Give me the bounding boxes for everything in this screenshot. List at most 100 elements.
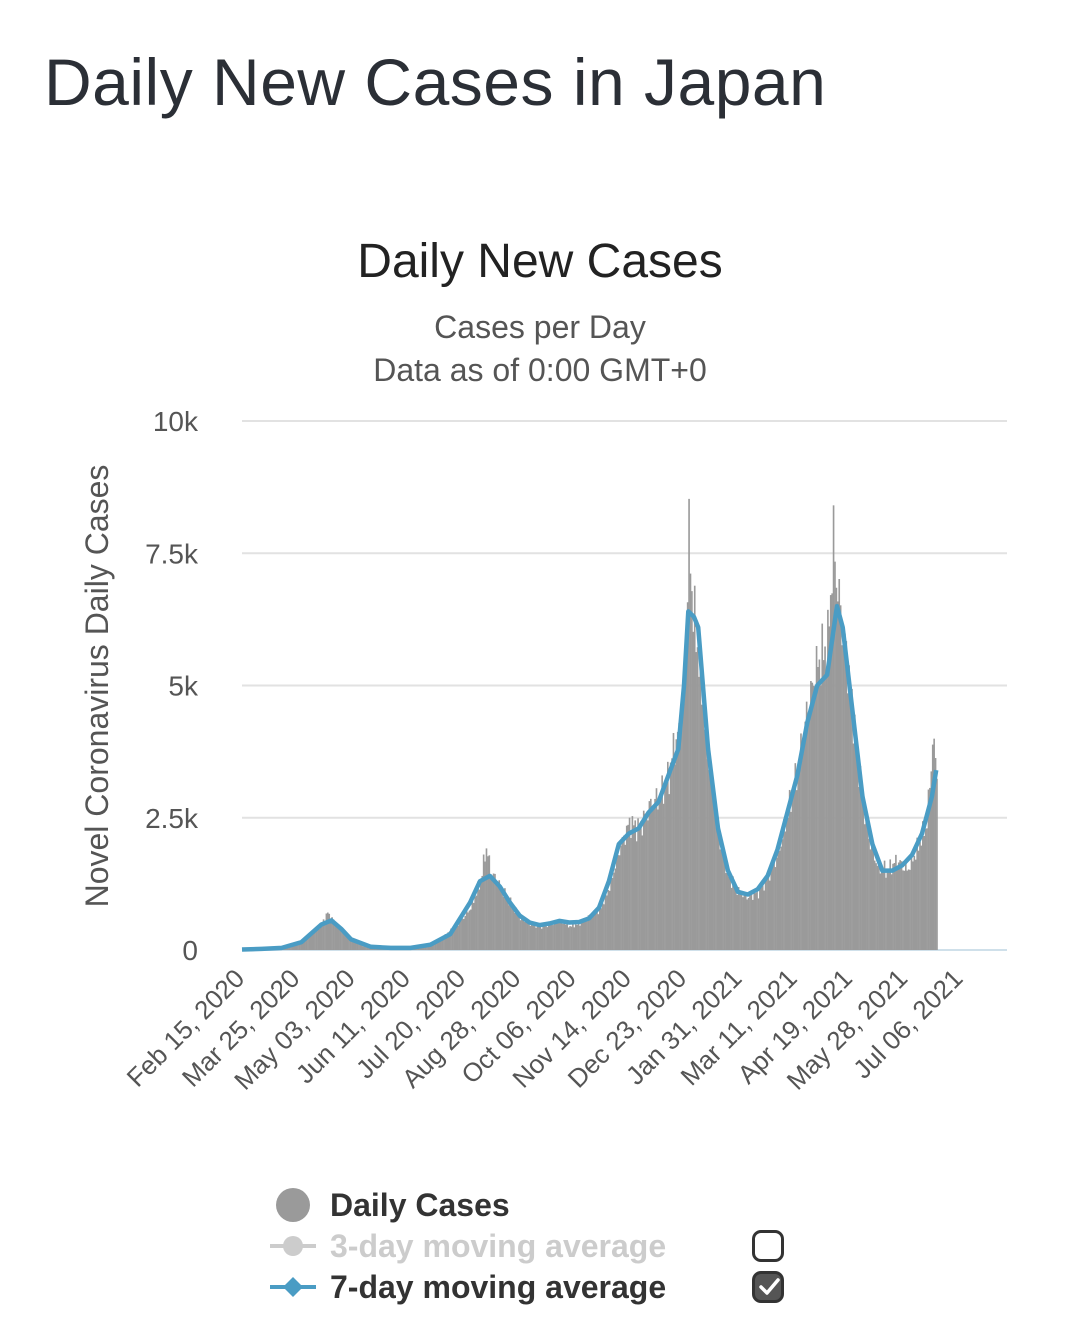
daily-case-bar	[914, 859, 917, 950]
daily-case-bar	[912, 861, 914, 950]
daily-case-bar	[678, 722, 680, 950]
daily-case-bar	[529, 925, 532, 950]
daily-case-bar	[862, 795, 865, 950]
daily-case-bar	[570, 926, 573, 950]
daily-case-bar	[314, 929, 316, 950]
3day-average-checkbox[interactable]	[752, 1230, 784, 1262]
daily-case-bar	[637, 818, 639, 950]
daily-case-bar	[842, 629, 845, 950]
daily-case-bar	[351, 940, 353, 950]
daily-case-bar	[290, 945, 292, 950]
legend-label-7day-average: 7-day moving average	[330, 1269, 667, 1305]
daily-case-bar	[611, 877, 614, 950]
daily-case-bar	[472, 902, 475, 950]
daily-case-bar	[305, 937, 308, 950]
daily-case-bar	[905, 863, 907, 950]
daily-case-bar	[477, 881, 479, 950]
daily-case-bar	[525, 921, 527, 950]
daily-case-bar	[310, 933, 312, 950]
daily-case-bar	[854, 714, 856, 950]
daily-case-bar	[831, 593, 833, 950]
daily-case-bar	[579, 925, 581, 950]
daily-case-bar	[484, 861, 486, 950]
daily-case-bar	[362, 946, 365, 950]
legend-item-7day-average[interactable]: 7-day moving average	[260, 1267, 820, 1308]
daily-cases-bars	[242, 498, 938, 950]
daily-case-bar	[492, 873, 495, 950]
daily-case-bar	[852, 743, 855, 950]
daily-case-bar	[297, 943, 299, 950]
daily-case-bar	[903, 870, 906, 950]
daily-case-bar	[679, 736, 682, 950]
daily-case-bar	[440, 940, 442, 950]
daily-case-bar	[488, 855, 491, 950]
daily-case-bar	[759, 887, 761, 950]
7day-average-checkbox[interactable]	[752, 1271, 784, 1303]
daily-case-bar	[487, 856, 489, 950]
daily-case-bar	[661, 775, 663, 950]
daily-case-bar	[526, 920, 529, 950]
daily-case-bar	[913, 855, 916, 950]
daily-case-bar	[474, 896, 476, 950]
daily-case-bar	[543, 924, 546, 950]
daily-case-bar	[866, 829, 869, 950]
daily-case-bar	[821, 623, 824, 950]
daily-case-bar	[288, 945, 291, 950]
daily-case-bar	[308, 935, 311, 950]
daily-case-bar	[528, 921, 530, 950]
daily-case-bar	[817, 666, 819, 950]
daily-case-bar	[324, 921, 326, 950]
daily-case-bar	[815, 645, 818, 950]
daily-case-bar	[560, 919, 563, 950]
daily-case-bar	[447, 932, 450, 950]
daily-case-bar	[631, 816, 634, 950]
daily-case-bar	[518, 916, 520, 950]
daily-case-bar	[574, 924, 577, 950]
daily-case-bar	[797, 770, 799, 950]
daily-case-bar	[882, 869, 884, 950]
daily-case-bar	[805, 701, 808, 950]
daily-case-bar	[718, 833, 720, 950]
daily-case-bar	[293, 943, 295, 950]
daily-case-bar	[811, 682, 814, 950]
daily-case-bar	[327, 912, 329, 950]
daily-case-bar	[923, 836, 926, 950]
daily-case-bar	[433, 941, 435, 950]
daily-case-bar	[596, 912, 598, 950]
daily-case-bar	[339, 930, 342, 950]
daily-case-bar	[773, 862, 775, 950]
legend-item-daily-cases[interactable]: Daily Cases	[260, 1185, 820, 1226]
daily-case-bar	[536, 924, 539, 950]
chart-subtitle: Cases per Day Data as of 0:00 GMT+0	[0, 306, 1080, 392]
daily-case-bar	[358, 943, 360, 950]
daily-case-bar	[715, 809, 717, 950]
daily-case-bar	[665, 783, 668, 950]
daily-case-bar	[834, 561, 836, 950]
daily-case-bar	[681, 713, 683, 950]
daily-case-bar	[654, 798, 656, 950]
daily-case-bar	[692, 631, 695, 950]
daily-case-bar	[747, 897, 750, 950]
daily-case-bar	[726, 862, 729, 950]
daily-case-bar	[467, 912, 469, 950]
daily-case-bar	[671, 758, 673, 950]
daily-case-bar	[684, 683, 686, 950]
daily-case-bar	[535, 927, 537, 950]
daily-case-bar	[519, 920, 522, 950]
daily-case-bar	[291, 945, 294, 950]
daily-case-bar	[345, 936, 348, 950]
daily-case-bar	[841, 645, 843, 950]
daily-case-bar	[710, 772, 713, 950]
daily-case-bar	[501, 888, 503, 950]
daily-case-bar	[607, 890, 610, 950]
daily-case-bar	[556, 922, 559, 950]
chart-subtitle-line-2: Data as of 0:00 GMT+0	[373, 352, 707, 388]
daily-case-bar	[603, 904, 605, 950]
daily-case-bar	[322, 919, 325, 950]
daily-case-bar	[682, 682, 685, 950]
daily-case-bar	[787, 817, 790, 950]
legend-item-3day-average[interactable]: 3-day moving average	[260, 1226, 820, 1267]
daily-case-bar	[468, 910, 471, 950]
daily-case-bar	[655, 788, 658, 950]
